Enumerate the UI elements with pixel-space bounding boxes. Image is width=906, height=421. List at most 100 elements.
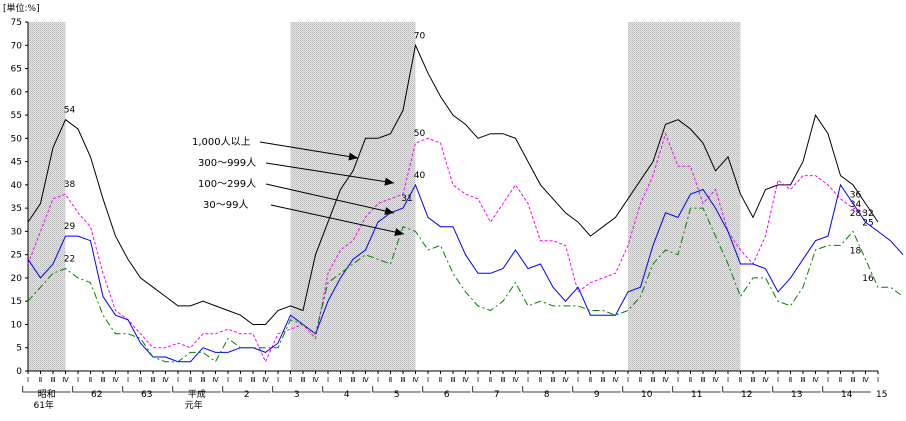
- year-label: 平成: [188, 388, 206, 400]
- quarter-mark: Ⅳ: [212, 376, 219, 384]
- quarter-mark: Ⅰ: [277, 376, 279, 384]
- y-tick-label: 70: [11, 41, 23, 51]
- year-bracket: [322, 386, 371, 393]
- year-bracket: [222, 386, 271, 393]
- series-line: [27, 207, 904, 363]
- data-label: 22: [64, 255, 75, 265]
- quarter-mark: Ⅱ: [289, 376, 292, 384]
- data-label: 16: [862, 274, 874, 284]
- series-line: [27, 183, 904, 363]
- y-tick-label: 65: [11, 65, 22, 75]
- quarter-mark: Ⅰ: [827, 376, 829, 384]
- year-label: 3: [294, 390, 300, 400]
- data-label: 32: [862, 209, 873, 219]
- quarter-mark: Ⅰ: [727, 376, 729, 384]
- quarter-mark: Ⅲ: [501, 376, 506, 384]
- year-label: 12: [741, 390, 752, 400]
- year-label: 4: [344, 390, 350, 400]
- quarter-mark: Ⅲ: [601, 376, 606, 384]
- year-bracket: [522, 386, 571, 393]
- y-tick-label: 40: [11, 181, 23, 191]
- year-bracket: [772, 386, 821, 393]
- year-bracket: [72, 386, 121, 393]
- y-tick-label: 25: [11, 251, 22, 261]
- quarter-mark: Ⅳ: [662, 376, 669, 384]
- quarter-mark: Ⅳ: [512, 376, 519, 384]
- annotation-arrow-line: [265, 162, 395, 184]
- series-line: [27, 43, 879, 325]
- quarter-mark: Ⅳ: [112, 376, 119, 384]
- annotation-arrow-head: [348, 152, 358, 161]
- data-label: 25: [862, 218, 873, 228]
- quarter-mark: Ⅰ: [127, 376, 129, 384]
- quarter-mark: Ⅰ: [327, 376, 329, 384]
- quarter-mark: Ⅱ: [639, 376, 642, 384]
- year-label: 6: [444, 390, 450, 400]
- year-bracket: [22, 386, 71, 393]
- quarter-mark: Ⅰ: [427, 376, 429, 384]
- quarter-mark: Ⅳ: [62, 376, 69, 384]
- quarter-mark: Ⅲ: [251, 376, 256, 384]
- quarter-mark: Ⅲ: [101, 376, 106, 384]
- y-tick-label: 60: [11, 88, 23, 98]
- year-bracket: [422, 386, 471, 393]
- series-annotations: 1,000人以上 300～999人 100～299人 30～99人: [192, 136, 405, 236]
- data-label: 70: [414, 31, 426, 41]
- quarter-mark: Ⅲ: [201, 376, 206, 384]
- series-lines: [27, 43, 904, 363]
- y-tick-label: 0: [16, 367, 22, 377]
- year-label-2: 61年: [34, 399, 54, 411]
- recession-band: [628, 22, 741, 371]
- quarter-mark: Ⅰ: [577, 376, 579, 384]
- quarter-mark: Ⅳ: [462, 376, 469, 384]
- year-label: 15: [876, 390, 887, 400]
- quarter-mark: Ⅱ: [89, 376, 92, 384]
- y-tick-label: 45: [11, 158, 22, 168]
- quarter-mark: Ⅱ: [189, 376, 192, 384]
- annotation-arrow-head: [384, 177, 394, 186]
- quarter-mark: Ⅰ: [77, 376, 79, 384]
- quarter-mark: Ⅰ: [477, 376, 479, 384]
- quarter-mark: Ⅱ: [689, 376, 692, 384]
- quarter-mark: Ⅲ: [151, 376, 156, 384]
- quarter-mark: Ⅲ: [301, 376, 306, 384]
- year-label: 11: [691, 390, 702, 400]
- quarter-mark: Ⅲ: [801, 376, 806, 384]
- y-tick-label: 30: [11, 227, 23, 237]
- quarter-mark: Ⅱ: [439, 376, 442, 384]
- quarter-mark: Ⅳ: [862, 376, 869, 384]
- data-label: 40: [414, 171, 426, 181]
- shaded-periods: [28, 22, 741, 371]
- quarter-mark: Ⅲ: [451, 376, 456, 384]
- y-tick-label: 10: [11, 320, 23, 330]
- quarter-mark: Ⅲ: [851, 376, 856, 384]
- data-label: 54: [64, 106, 76, 116]
- quarter-mark: Ⅲ: [351, 376, 356, 384]
- quarter-mark: Ⅱ: [789, 376, 792, 384]
- quarter-mark: Ⅱ: [739, 376, 742, 384]
- quarter-mark: Ⅲ: [701, 376, 706, 384]
- data-label: 36: [850, 190, 862, 200]
- annotation-arrow-line: [259, 141, 359, 159]
- quarter-mark: Ⅳ: [812, 376, 819, 384]
- quarter-mark: Ⅳ: [262, 376, 269, 384]
- annotation-arrow-head: [384, 207, 394, 215]
- unit-label: [単位:%]: [3, 4, 40, 14]
- recession-band: [290, 22, 416, 371]
- year-bracket: [472, 386, 521, 393]
- series-annotation-label: 300～999人: [198, 157, 256, 169]
- quarter-mark: Ⅲ: [401, 376, 406, 384]
- quarter-mark: Ⅰ: [777, 376, 779, 384]
- quarter-mark: Ⅳ: [312, 376, 319, 384]
- data-label: 31: [401, 194, 412, 204]
- year-bracket: [372, 386, 421, 393]
- series-annotation-label: 100～299人: [198, 178, 256, 190]
- y-tick-label: 5: [16, 344, 22, 354]
- annotation-arrow-line: [265, 183, 395, 214]
- quarter-mark: Ⅰ: [877, 376, 879, 384]
- year-label: 62: [91, 390, 102, 400]
